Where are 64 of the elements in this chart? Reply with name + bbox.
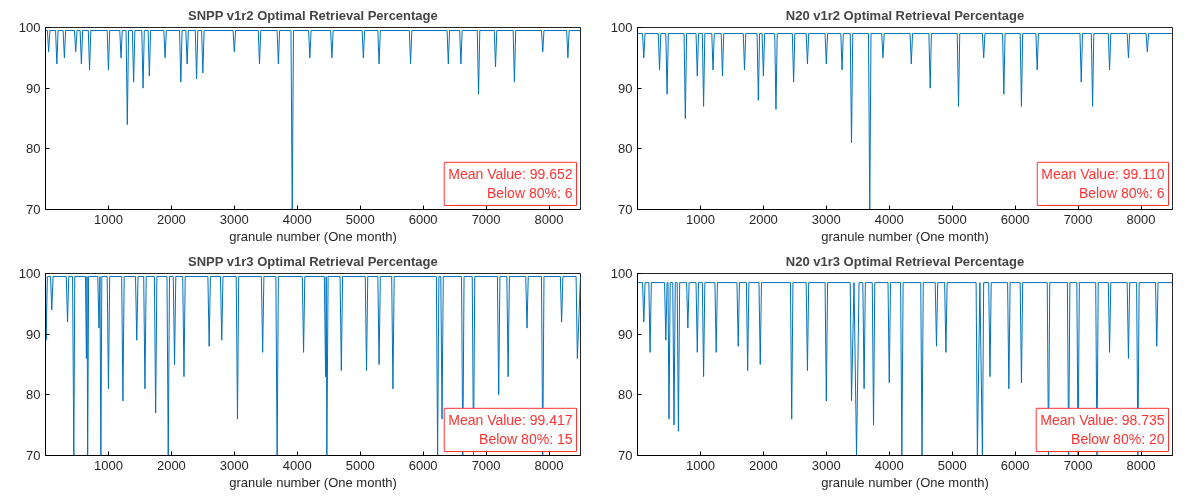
y-tick-label: 90 bbox=[26, 326, 41, 342]
annotation: Below 80%: 6 bbox=[486, 185, 573, 202]
x-tick-label: 3000 bbox=[219, 457, 249, 473]
x-tick-label: 7000 bbox=[471, 211, 501, 227]
y-tick-label: 70 bbox=[618, 448, 633, 463]
x-tick-label: 3000 bbox=[811, 457, 841, 473]
x-tick-label: 7000 bbox=[1063, 211, 1093, 227]
x-tick-label: 2000 bbox=[748, 457, 778, 473]
x-tick-label: 6000 bbox=[408, 211, 438, 227]
annotation: Mean Value: 98.735 bbox=[1040, 412, 1165, 429]
x-tick-label: 6000 bbox=[1000, 457, 1030, 473]
x-tick-label: 4000 bbox=[874, 457, 904, 473]
x-tick-label: 3000 bbox=[219, 211, 249, 227]
x-tick-label: 6000 bbox=[1000, 211, 1030, 227]
x-axis-title: granule number (One month) bbox=[229, 228, 397, 244]
x-tick-label: 2000 bbox=[156, 457, 186, 473]
x-tick-label: 2000 bbox=[748, 211, 778, 227]
x-tick-label: 1000 bbox=[685, 457, 715, 473]
annotation: Below 80%: 15 bbox=[479, 431, 573, 448]
x-tick-label: 5000 bbox=[345, 457, 375, 473]
x-tick-label: 5000 bbox=[937, 211, 967, 227]
x-tick-label: 4000 bbox=[282, 211, 312, 227]
y-tick-label: 100 bbox=[610, 266, 633, 281]
annotation: Mean Value: 99.652 bbox=[448, 166, 573, 183]
annotation: Mean Value: 99.417 bbox=[448, 412, 573, 429]
annotation: Below 80%: 6 bbox=[1078, 185, 1165, 202]
chart-title: N20 v1r3 Optimal Retrieval Percentage bbox=[785, 253, 1025, 269]
chart-title: SNPP v1r2 Optimal Retrieval Percentage bbox=[188, 7, 438, 23]
x-tick-label: 7000 bbox=[1063, 457, 1093, 473]
y-tick-label: 70 bbox=[26, 448, 41, 463]
x-axis-title: granule number (One month) bbox=[821, 228, 989, 244]
annotation: Mean Value: 99.110 bbox=[1041, 166, 1165, 183]
x-axis-title: granule number (One month) bbox=[229, 474, 397, 490]
y-tick-label: 80 bbox=[618, 387, 633, 403]
x-axis-title: granule number (One month) bbox=[821, 474, 989, 490]
y-tick-label: 80 bbox=[26, 141, 41, 157]
y-tick-label: 100 bbox=[610, 20, 633, 35]
y-tick-label: 80 bbox=[618, 141, 633, 157]
y-tick-label: 70 bbox=[26, 202, 41, 217]
y-tick-label: 100 bbox=[18, 20, 41, 35]
chart-title: N20 v1r2 Optimal Retrieval Percentage bbox=[785, 7, 1025, 23]
y-tick-label: 70 bbox=[618, 202, 633, 217]
x-tick-label: 2000 bbox=[156, 211, 186, 227]
x-tick-label: 6000 bbox=[408, 457, 438, 473]
x-tick-label: 8000 bbox=[1126, 211, 1156, 227]
x-tick-label: 7000 bbox=[471, 457, 501, 473]
x-tick-label: 3000 bbox=[811, 211, 841, 227]
x-tick-label: 5000 bbox=[345, 211, 375, 227]
x-tick-label: 8000 bbox=[1126, 457, 1156, 473]
x-tick-label: 8000 bbox=[534, 211, 564, 227]
x-tick-label: 1000 bbox=[93, 457, 123, 473]
y-tick-label: 90 bbox=[26, 80, 41, 96]
annotation: Below 80%: 20 bbox=[1071, 431, 1165, 448]
x-tick-label: 4000 bbox=[282, 457, 312, 473]
y-tick-label: 80 bbox=[26, 387, 41, 403]
y-tick-label: 90 bbox=[618, 326, 633, 342]
x-tick-label: 1000 bbox=[93, 211, 123, 227]
chart-title: SNPP v1r3 Optimal Retrieval Percentage bbox=[188, 253, 438, 269]
y-tick-label: 90 bbox=[618, 80, 633, 96]
x-tick-label: 1000 bbox=[685, 211, 715, 227]
x-tick-label: 4000 bbox=[874, 211, 904, 227]
y-tick-label: 100 bbox=[18, 266, 41, 281]
x-tick-label: 8000 bbox=[534, 457, 564, 473]
x-tick-label: 5000 bbox=[937, 457, 967, 473]
